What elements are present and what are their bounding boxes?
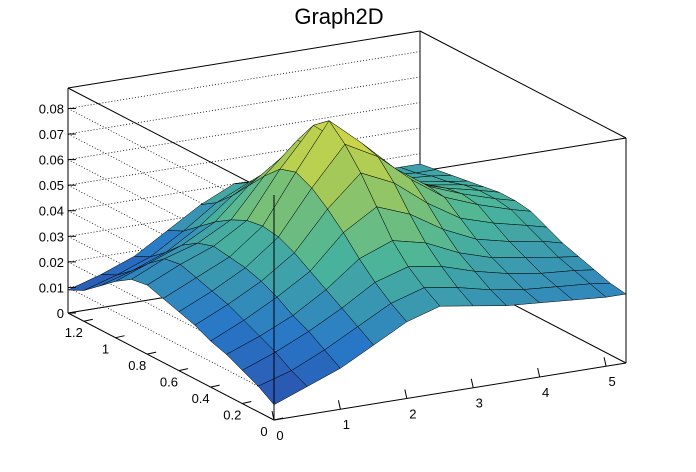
frame-edge [67, 87, 275, 196]
z-tick-label: 0.03 [39, 229, 64, 244]
z-tick-label: 0.08 [39, 101, 64, 116]
x-tick-label: 4 [542, 385, 549, 400]
z-tick-label: 0.05 [39, 178, 64, 193]
frame-edge [419, 30, 627, 139]
y-tick-mark [147, 351, 157, 355]
y-tick-mark [83, 318, 93, 322]
frame-edge [67, 30, 421, 89]
x-tick-mark [537, 367, 541, 378]
y-tick-mark [273, 417, 284, 421]
x-tick-mark [603, 357, 607, 367]
y-tick-mark [115, 335, 125, 339]
axis-ticks: 0 0.01 0.02 0.03 0.04 0.05 0.06 0.07 0.08 0 0.2 0.4… [39, 101, 616, 443]
z-tick-label: 0.07 [39, 127, 64, 142]
axis-line [273, 362, 627, 421]
z-tick-label: 0.04 [39, 204, 64, 219]
y-tick-label: 1 [102, 342, 109, 357]
y-tick-label: 1.2 [65, 325, 83, 340]
x-tick-mark [271, 410, 275, 421]
z-tick-label: 0 [57, 306, 64, 321]
x-tick-mark [470, 378, 474, 388]
x-tick-label: 2 [409, 406, 416, 421]
x-tick-mark [337, 400, 341, 410]
surface-mesh [67, 120, 627, 406]
x-tick-mark [404, 389, 408, 399]
y-tick-label: 0 [260, 424, 267, 439]
surface-patch [589, 282, 627, 298]
front-edges [67, 195, 627, 421]
y-tick-mark [242, 401, 252, 405]
x-tick-label: 0 [276, 428, 283, 443]
chart-title: Graph2D [294, 4, 383, 29]
x-tick-label: 3 [476, 396, 483, 411]
y-tick-mark [178, 368, 189, 372]
y-tick-label: 0.2 [223, 408, 241, 423]
z-tick-label: 0.02 [39, 255, 64, 270]
x-tick-label: 5 [608, 374, 615, 389]
y-tick-label: 0.8 [128, 358, 146, 373]
x-tick-label: 1 [343, 417, 350, 432]
z-tick-label: 0.01 [39, 280, 64, 295]
axis-line [67, 312, 275, 421]
y-tick-mark [210, 384, 220, 388]
y-tick-label: 0.6 [160, 375, 178, 390]
y-tick-label: 0.4 [192, 391, 210, 406]
z-tick-label: 0.06 [39, 153, 64, 168]
